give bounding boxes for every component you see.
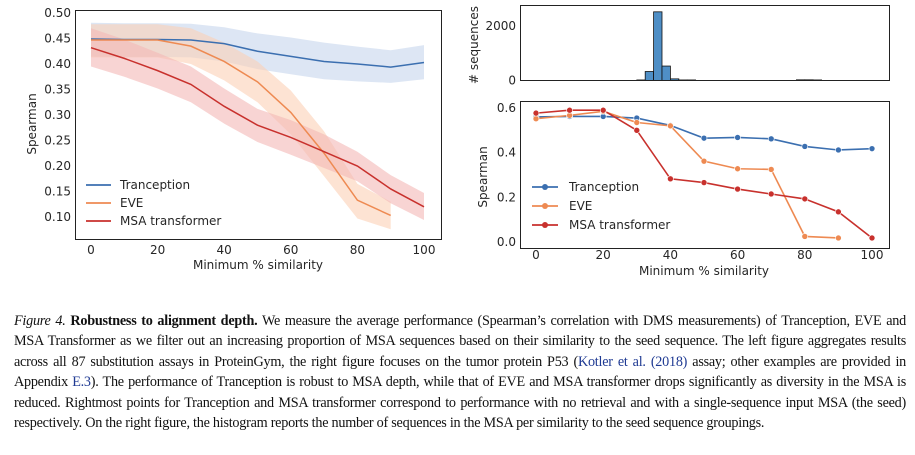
point-tranception [700, 134, 708, 142]
legend-label-msa-transformer: MSA transformer [569, 218, 670, 232]
right-y-tick-label: 0.0 [497, 235, 516, 249]
right-histogram: 0 2000 # sequences [467, 5, 890, 88]
caption-figure-label: Figure 4. [14, 313, 66, 329]
right-x-tick-label: 60 [730, 248, 745, 262]
line-eve [91, 39, 392, 217]
point-eve [532, 115, 540, 123]
left-x-tick-label: 0 [87, 243, 95, 257]
hist-bar [644, 71, 654, 81]
right-x-tick-label: 20 [596, 248, 611, 262]
point-tranception [734, 134, 741, 141]
legend-marker-msa-transformer [542, 222, 548, 228]
point-eve [667, 122, 674, 130]
hist-y-tick-label: 2000 [485, 19, 516, 33]
line-eve [535, 110, 839, 239]
point-eve [734, 165, 741, 173]
right-x-axis-label: Minimum % similarity [639, 264, 769, 278]
line-tranception [535, 115, 873, 151]
line-msa-transformer [90, 46, 425, 208]
point-eve [835, 234, 842, 242]
right-legend: Tranception EVE MSA transformer [532, 180, 670, 232]
caption-text-2: assay; other examples are provided in Ap… [14, 353, 907, 391]
legend-label-eve: EVE [120, 196, 143, 210]
caption-title: Robustness to alignment depth. [70, 313, 258, 329]
right-x-tick-label: 80 [797, 248, 812, 262]
left-legend: Tranception EVE MSA transformer [86, 178, 221, 228]
left-y-tick-label: 0.50 [44, 6, 71, 20]
left-x-tick-label: 40 [217, 243, 232, 257]
caption-text-3: ). The performance of Tranception is rob… [14, 374, 906, 432]
hist-bar [661, 65, 671, 81]
band-msa-transformer [91, 28, 424, 221]
left-y-tick-label: 0.35 [44, 83, 71, 97]
point-msa-transformer [835, 208, 842, 216]
left-y-tick-label: 0.15 [44, 185, 71, 199]
right-plot-frame [520, 101, 890, 249]
point-tranception [835, 146, 842, 154]
left-plot-frame [75, 10, 442, 240]
left-y-tick-label: 0.30 [44, 108, 71, 122]
left-x-tick-label: 60 [283, 243, 298, 257]
legend-marker-eve [542, 203, 548, 209]
point-msa-transformer [734, 185, 741, 193]
point-msa-transformer [532, 109, 540, 117]
right-x-tick-label: 0 [532, 248, 540, 262]
left-y-tick-label: 0.40 [44, 57, 71, 71]
point-eve [700, 157, 708, 165]
right-y-tick-label: 0.2 [497, 190, 516, 204]
right-y-tick-label: 0.6 [497, 101, 516, 115]
legend-label-eve: EVE [569, 199, 592, 213]
point-msa-transformer [667, 175, 674, 183]
legend-label-msa-transformer: MSA transformer [120, 214, 221, 228]
legend-label-tranception: Tranception [119, 178, 190, 192]
right-y-axis-label: Spearman [476, 146, 490, 207]
legend-label-tranception: Tranception [568, 180, 639, 194]
left-chart-aggregate: 0.10 0.15 0.20 0.25 0.30 0.35 0.40 0.45 0.50 0 20… [25, 6, 442, 272]
left-x-tick-label: 80 [350, 243, 365, 257]
legend-marker-tranception [542, 184, 548, 190]
left-x-tick-label: 100 [413, 243, 436, 257]
point-eve [767, 166, 775, 173]
caption-appendix-link[interactable]: E.3 [72, 374, 91, 391]
point-msa-transformer [868, 234, 876, 242]
point-msa-transformer [801, 195, 809, 203]
point-msa-transformer [599, 106, 607, 114]
point-eve [801, 233, 809, 240]
figure-caption: Figure 4. Robustness to alignment depth.… [14, 311, 906, 433]
left-x-tick-label: 20 [150, 243, 165, 257]
left-y-axis-label: Spearman [25, 93, 39, 154]
right-y-tick-label: 0.4 [497, 146, 516, 160]
point-msa-transformer [700, 179, 708, 186]
right-x-tick-label: 40 [663, 248, 678, 262]
caption-citation-link[interactable]: Kotler et al. (2018) [577, 353, 688, 370]
point-eve [633, 119, 641, 126]
point-msa-transformer [767, 190, 775, 198]
hist-plot-frame [520, 5, 890, 81]
left-y-tick-label: 0.25 [44, 134, 71, 148]
left-y-tick-label: 0.10 [44, 210, 71, 224]
hist-y-tick-label: 0 [508, 74, 516, 88]
hist-y-axis-label: # sequences [467, 6, 481, 84]
left-y-tick-label: 0.20 [44, 159, 71, 173]
point-msa-transformer [633, 127, 641, 134]
point-tranception [801, 143, 809, 150]
left-x-axis-label: Minimum % similarity [193, 258, 323, 272]
hist-bar [653, 11, 663, 81]
left-y-tick-label: 0.45 [44, 32, 71, 46]
right-x-tick-label: 100 [861, 248, 884, 262]
point-tranception [767, 135, 775, 143]
caption-text-1: We measure the average performance (Spea… [14, 313, 906, 370]
right-line-chart-p53: 0.0 0.2 0.4 0.6 0 20 40 60 80 100 Minimum % simi… [476, 101, 890, 278]
point-tranception [868, 145, 876, 152]
point-msa-transformer [566, 106, 573, 114]
